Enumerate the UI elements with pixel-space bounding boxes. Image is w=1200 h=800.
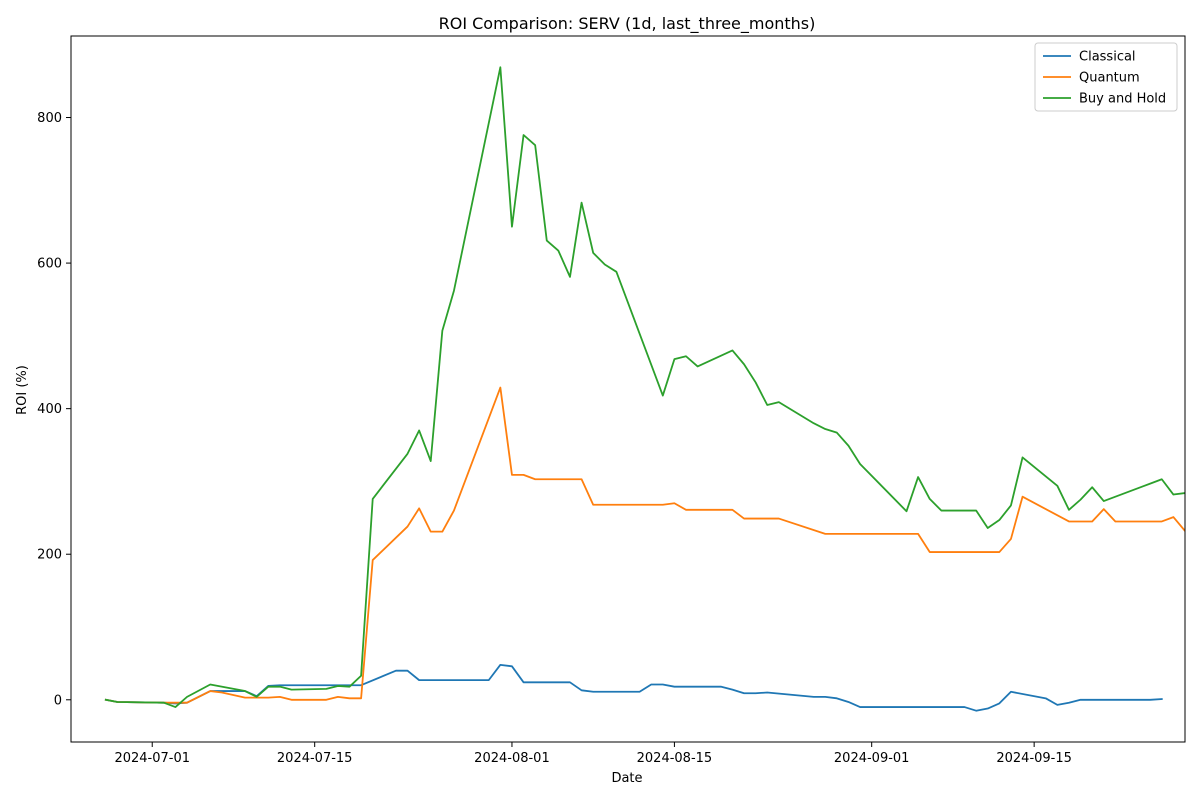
- y-tick-label: 800: [37, 111, 62, 126]
- legend: Classical Quantum Buy and Hold: [1034, 42, 1178, 112]
- x-tick-label: 2024-07-01: [114, 751, 190, 766]
- x-tick-label: 2024-09-01: [834, 751, 910, 766]
- legend-label-buy-and-hold: Buy and Hold: [1079, 92, 1166, 107]
- axes-frame: [70, 35, 1186, 743]
- legend-box: [1034, 42, 1178, 112]
- y-tick-label: 600: [37, 257, 62, 272]
- x-tick-label: 2024-09-15: [996, 751, 1072, 766]
- y-tick-label: 400: [37, 402, 62, 417]
- x-axis-title: Date: [611, 771, 642, 786]
- y-tick-label: 0: [54, 693, 62, 708]
- plot-area: 2024-07-01 2024-07-15 2024-08-01 2024-08-15…: [37, 35, 1186, 766]
- legend-label-quantum: Quantum: [1079, 71, 1140, 86]
- y-axis-title: ROI (%): [15, 365, 30, 415]
- series-line-buy-and-hold: [104, 66, 1185, 708]
- x-tick-label: 2024-08-15: [637, 751, 713, 766]
- chart-title: ROI Comparison: SERV (1d, last_three_mon…: [439, 14, 816, 34]
- x-tick-label: 2024-08-01: [474, 751, 550, 766]
- y-tick-label: 200: [37, 548, 62, 563]
- x-tick-label: 2024-07-15: [277, 751, 353, 766]
- legend-label-classical: Classical: [1079, 50, 1136, 65]
